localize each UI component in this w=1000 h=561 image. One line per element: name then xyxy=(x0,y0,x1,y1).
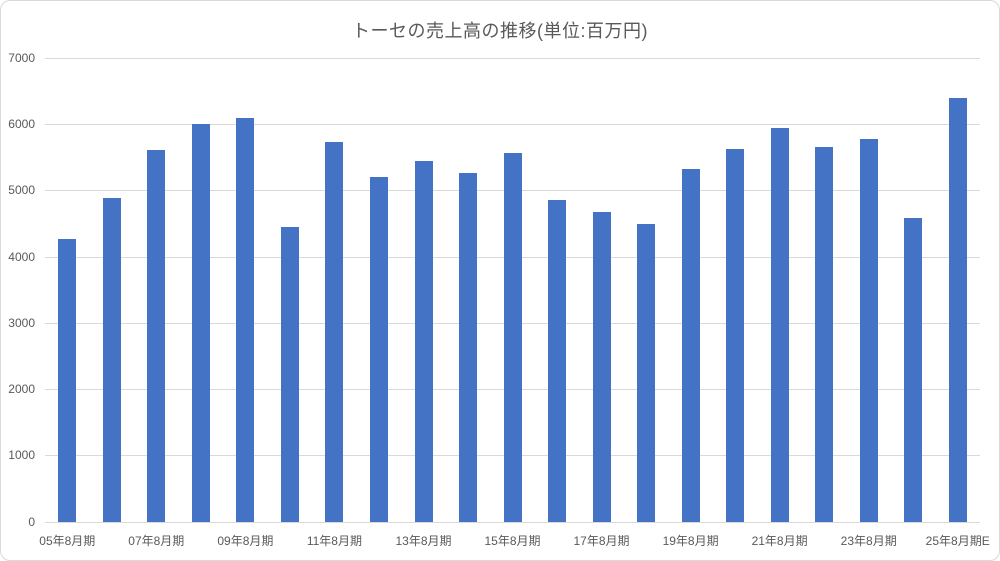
x-axis-tick-label: 07年8月期 xyxy=(128,534,185,548)
y-axis-tick-label: 0 xyxy=(28,514,35,529)
x-axis-tick-label: 21年8月期 xyxy=(751,534,808,548)
x-axis-tick-label: 23年8月期 xyxy=(840,534,897,548)
x-axis-line xyxy=(45,521,980,523)
bar xyxy=(726,149,745,522)
gridline xyxy=(45,124,980,126)
bar xyxy=(459,173,477,522)
bar xyxy=(904,217,923,522)
y-axis-tick-label: 1000 xyxy=(8,448,35,463)
x-axis-tick-label: 13年8月期 xyxy=(395,534,452,548)
x-axis-tick-label: 25年8月期E xyxy=(925,534,990,548)
x-axis-tick-label: 19年8月期 xyxy=(662,534,719,548)
x-axis-tick-label: 09年8月期 xyxy=(217,534,274,548)
y-axis-tick-label: 4000 xyxy=(8,249,35,264)
y-axis-tick-label: 3000 xyxy=(8,315,35,330)
bar xyxy=(548,199,566,522)
bar xyxy=(191,124,210,522)
bar xyxy=(637,224,656,522)
bar xyxy=(414,161,433,522)
bar xyxy=(681,168,700,522)
bar xyxy=(503,153,522,522)
gridline xyxy=(45,57,980,59)
x-axis-tick-label: 11年8月期 xyxy=(306,534,362,548)
bar xyxy=(102,198,121,522)
x-axis-tick-label: 05年8月期 xyxy=(39,534,96,548)
bar xyxy=(58,239,77,522)
y-axis-tick-label: 2000 xyxy=(8,382,35,397)
bar xyxy=(280,226,299,522)
bar xyxy=(770,128,789,522)
chart-title: トーセの売上高の推移(単位:百万円) xyxy=(352,21,648,41)
x-axis-tick-label: 17年8月期 xyxy=(573,534,630,548)
bar xyxy=(236,118,255,522)
bar xyxy=(369,176,388,522)
bar xyxy=(948,97,967,522)
bar xyxy=(859,138,878,522)
bar xyxy=(815,147,834,522)
y-axis-tick-label: 5000 xyxy=(8,183,35,198)
bar xyxy=(592,211,611,522)
bar xyxy=(147,150,166,522)
y-axis-tick-label: 7000 xyxy=(8,50,35,65)
x-axis-tick-label: 15年8月期 xyxy=(484,534,541,548)
bar xyxy=(325,142,344,522)
y-axis-tick-label: 6000 xyxy=(8,117,35,132)
